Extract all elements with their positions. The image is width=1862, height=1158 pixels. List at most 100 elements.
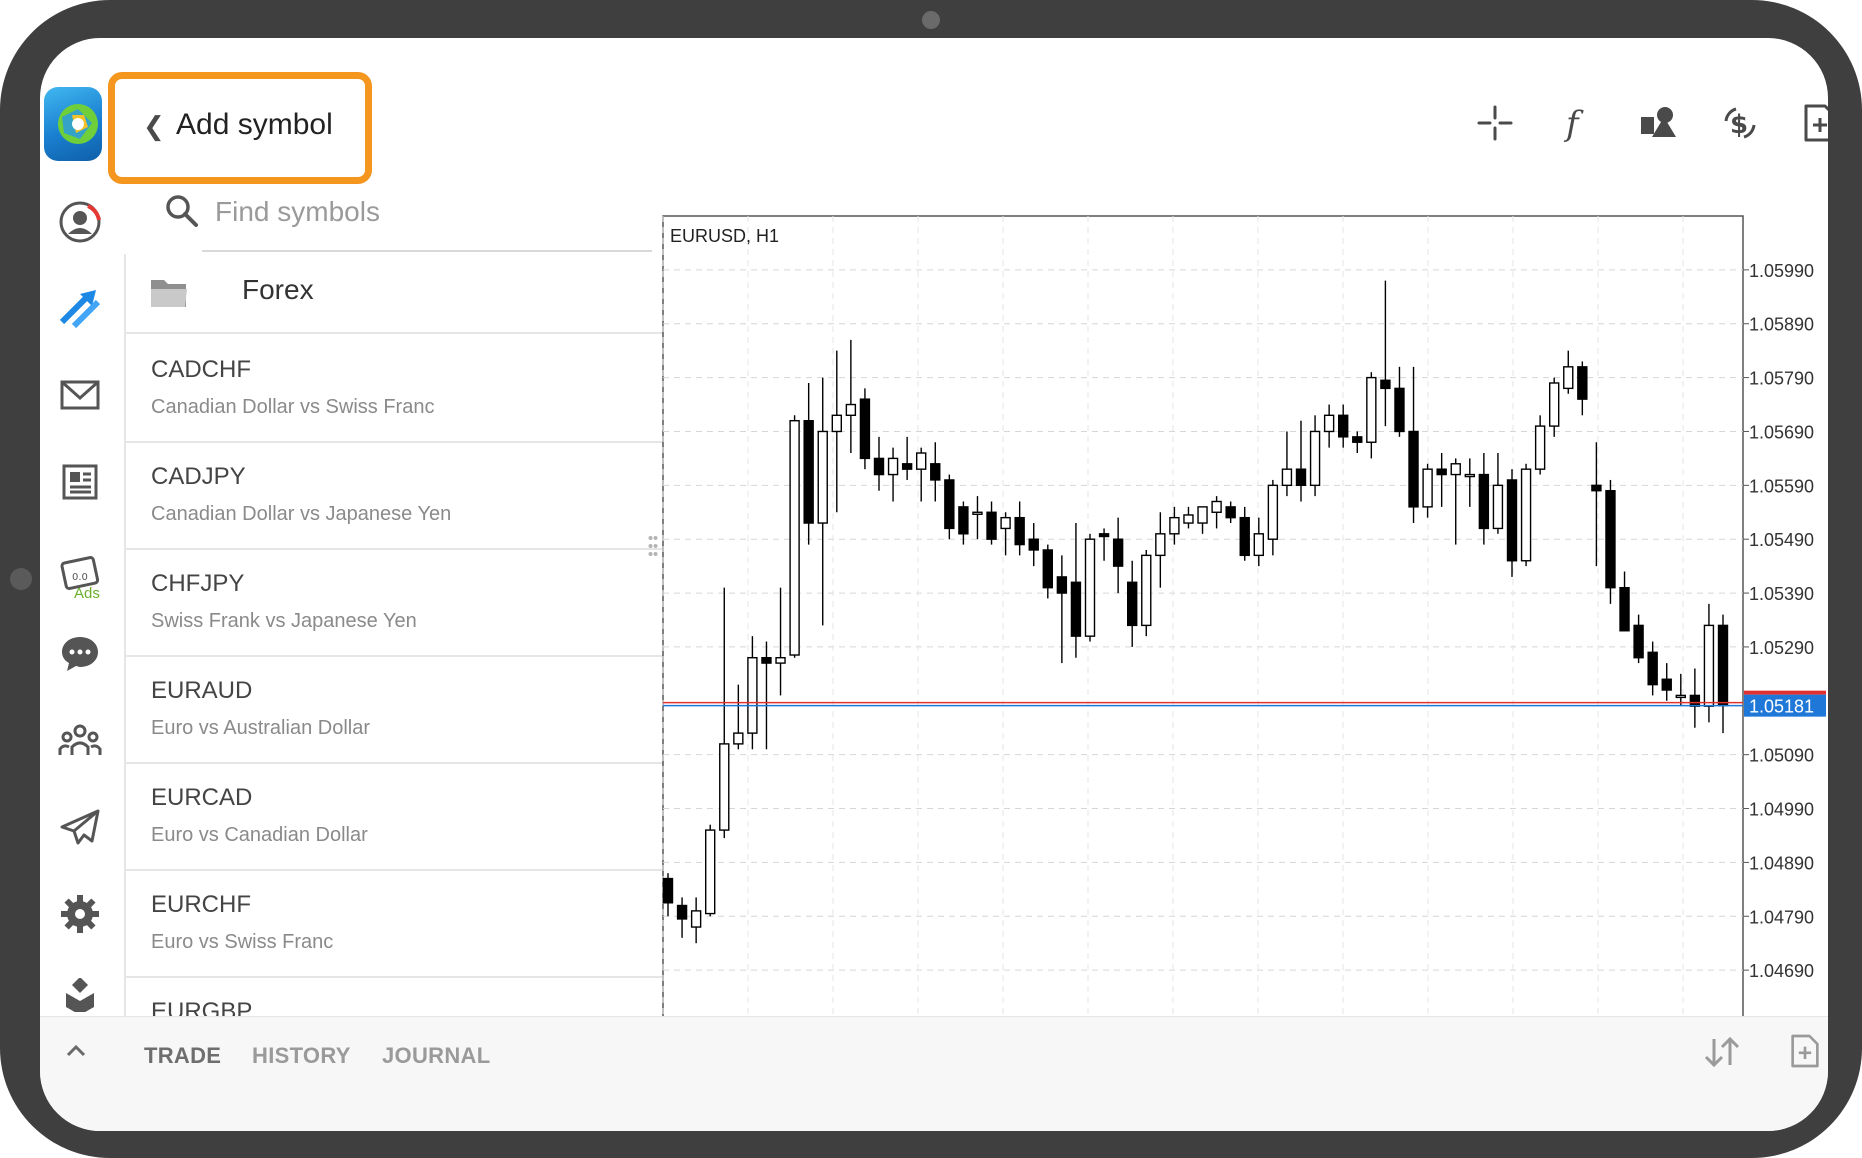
objects-button[interactable]	[1638, 100, 1678, 146]
nav-news[interactable]	[56, 458, 104, 506]
nav-traders[interactable]	[56, 978, 104, 1012]
symbol-code: CADCHF	[151, 356, 251, 383]
candle	[1380, 280, 1391, 427]
svg-text:0.0: 0.0	[72, 572, 88, 583]
tab-history[interactable]: HISTORY	[252, 1043, 351, 1068]
objects-icon	[1641, 107, 1676, 137]
nav-trade[interactable]	[56, 284, 104, 332]
candle	[901, 436, 913, 480]
chat-icon	[62, 637, 98, 671]
y-tick-label: 1.05990	[1749, 261, 1814, 281]
one-click-trading-button[interactable]: $	[1720, 100, 1760, 146]
ads-badge: Ads	[74, 585, 100, 602]
candle	[1478, 453, 1490, 545]
search-input[interactable]	[215, 192, 595, 232]
candle	[887, 447, 899, 502]
crosshair-button[interactable]	[1475, 100, 1515, 146]
candle	[1183, 506, 1194, 529]
chart-grid	[662, 216, 1743, 1024]
candle	[662, 873, 674, 917]
candle	[789, 415, 800, 658]
new-order-button[interactable]	[1800, 100, 1828, 146]
candle	[1197, 506, 1208, 534]
new-order-bottom-button[interactable]	[1790, 1033, 1820, 1074]
folder-forex[interactable]: Forex	[125, 254, 705, 334]
current-price-label: 1.05181	[1749, 697, 1814, 717]
candles	[662, 280, 1729, 944]
crosshair-icon	[1477, 105, 1513, 141]
new-order-icon	[1791, 1034, 1819, 1068]
app-screen: ❮ Add symbol f $	[40, 38, 1828, 1131]
app-logo[interactable]	[44, 87, 102, 161]
nav-account[interactable]	[56, 198, 104, 246]
candle	[1309, 415, 1321, 497]
candle	[1408, 366, 1419, 524]
candle	[1211, 496, 1222, 529]
candle	[705, 824, 716, 917]
candle	[1323, 404, 1335, 448]
news-icon	[62, 464, 98, 500]
symbol-description: Canadian Dollar vs Japanese Yen	[151, 503, 452, 525]
search-bar	[125, 178, 653, 252]
nav-mail[interactable]	[56, 371, 104, 419]
candle	[1225, 501, 1236, 524]
candle	[1169, 506, 1180, 545]
symbol-description: Swiss Frank vs Japanese Yen	[151, 610, 417, 632]
candle	[761, 641, 772, 750]
splitter-handle[interactable]	[648, 534, 658, 558]
candle	[1042, 544, 1053, 599]
candle	[1014, 501, 1025, 556]
symbol-row[interactable]: CHFJPY Swiss Frank vs Japanese Yen	[125, 550, 705, 657]
candle	[719, 587, 730, 839]
symbol-row[interactable]: CADCHF Canadian Dollar vs Swiss Franc	[125, 336, 705, 443]
candle	[1352, 431, 1363, 454]
price-chart[interactable]: 1.05990 1.05890 1.05790 1.05690 1.05590 1.054…	[662, 176, 1828, 1056]
folder-icon	[151, 280, 187, 307]
candle	[1239, 506, 1250, 561]
account-icon	[59, 201, 101, 243]
expand-panel-button[interactable]	[64, 1039, 88, 1068]
nav-chat[interactable]	[56, 630, 104, 678]
candle	[831, 350, 843, 513]
symbol-description: Canadian Dollar vs Swiss Franc	[151, 396, 435, 418]
tab-trade[interactable]: TRADE	[144, 1043, 222, 1068]
symbol-row[interactable]: EURAUD Euro vs Australian Dollar	[125, 657, 705, 764]
symbol-description: Euro vs Australian Dollar	[151, 717, 370, 739]
tab-journal[interactable]: JOURNAL	[382, 1043, 491, 1068]
nav-settings[interactable]	[56, 890, 104, 938]
symbol-code: EURCAD	[151, 784, 253, 811]
symbol-code: EURAUD	[151, 677, 253, 704]
plot-area	[662, 215, 1744, 1025]
y-tick-label: 1.05590	[1749, 476, 1814, 496]
sort-button[interactable]	[1702, 1035, 1742, 1074]
svg-text:f: f	[1563, 104, 1584, 143]
candle	[859, 388, 871, 470]
new-order-icon	[1804, 104, 1828, 142]
candle	[690, 897, 702, 944]
candle	[1267, 479, 1279, 556]
symbol-code: CADJPY	[151, 463, 246, 490]
add-symbol-back-button[interactable]: ❮ Add symbol	[108, 72, 372, 184]
nav-economic-calendar[interactable]: 0.0 Ads	[56, 543, 104, 605]
candle	[1450, 458, 1461, 545]
economic-calendar-icon: 0.0	[60, 556, 100, 591]
indicators-button[interactable]: f	[1556, 100, 1596, 146]
candle	[944, 474, 955, 540]
search-underline	[202, 250, 652, 252]
candle	[1112, 517, 1124, 594]
y-tick-label: 1.04990	[1749, 800, 1814, 820]
symbol-row[interactable]: EURCHF Euro vs Swiss Franc	[125, 871, 705, 978]
nav-telegram[interactable]	[56, 803, 104, 851]
symbol-row[interactable]: EURCAD Euro vs Canadian Dollar	[125, 764, 705, 871]
nav-community[interactable]	[56, 717, 104, 765]
bottom-bar: TRADE HISTORY JOURNAL	[40, 1016, 1828, 1131]
traders-icon	[66, 978, 94, 1012]
candle	[986, 501, 997, 545]
candle	[1281, 431, 1293, 497]
symbol-description: Euro vs Swiss Franc	[151, 931, 334, 953]
chart-canvas[interactable]: 1.05990 1.05890 1.05790 1.05690 1.05590 1.054…	[662, 176, 1828, 1056]
candle	[817, 377, 828, 626]
candle	[1084, 533, 1096, 642]
candle	[1534, 415, 1546, 475]
symbol-row[interactable]: CADJPY Canadian Dollar vs Japanese Yen	[125, 443, 705, 550]
